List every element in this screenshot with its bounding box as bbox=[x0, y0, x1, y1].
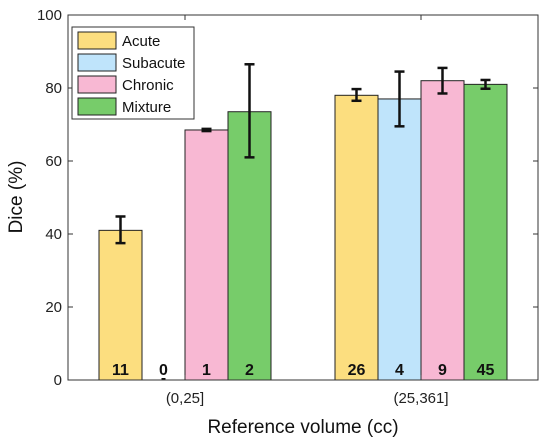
count-label-chronic-0: 1 bbox=[202, 362, 211, 379]
legend: Acute Subacute Chronic Mixture bbox=[71, 26, 195, 120]
y-tick-label-20: 20 bbox=[45, 299, 62, 316]
bars-layer bbox=[98, 80, 508, 381]
count-label-mixture-1: 45 bbox=[477, 362, 495, 379]
error-bar-mixture-1 bbox=[480, 78, 491, 90]
legend-label-subacute: Subacute bbox=[122, 55, 185, 72]
legend-swatch-subacute bbox=[77, 53, 117, 72]
error-bars-layer bbox=[115, 63, 491, 380]
error-bar-acute-1 bbox=[351, 87, 362, 103]
count-label-subacute-1: 4 bbox=[395, 362, 404, 379]
y-tick-label-80: 80 bbox=[45, 80, 62, 97]
legend-label-chronic: Chronic bbox=[122, 77, 174, 94]
x-ticks-layer: (0,25] (25,361] bbox=[166, 15, 449, 407]
count-label-acute-0: 11 bbox=[112, 362, 129, 379]
y-axis-label: Dice (%) bbox=[6, 161, 27, 234]
y-tick-label-60: 60 bbox=[45, 153, 62, 170]
error-bar-chronic-0 bbox=[201, 127, 212, 133]
error-bar-acute-0 bbox=[115, 215, 126, 245]
legend-swatch-chronic bbox=[77, 75, 117, 94]
bar-subacute-1 bbox=[377, 98, 422, 381]
count-label-acute-1: 26 bbox=[348, 362, 366, 379]
count-label-subacute-0: 0 bbox=[159, 362, 168, 379]
y-tick-label-40: 40 bbox=[45, 226, 62, 243]
y-tick-label-100: 100 bbox=[37, 7, 62, 24]
x-tick-label-1: (25,361] bbox=[393, 390, 448, 407]
bar-chronic-1 bbox=[420, 80, 465, 381]
y-tick-label-0: 0 bbox=[54, 372, 62, 389]
legend-label-mixture: Mixture bbox=[122, 99, 171, 116]
bar-acute-1 bbox=[334, 94, 379, 381]
count-label-mixture-0: 2 bbox=[245, 362, 254, 379]
legend-swatch-mixture bbox=[77, 97, 117, 116]
count-labels-layer: 11 26 0 4 1 9 2 45 bbox=[112, 362, 494, 379]
x-tick-label-0: (0,25] bbox=[166, 390, 204, 407]
bar-acute-0 bbox=[98, 229, 143, 381]
plot-frame bbox=[67, 14, 539, 381]
legend-swatch-acute bbox=[77, 31, 117, 50]
count-label-chronic-1: 9 bbox=[438, 362, 447, 379]
bar-mixture-1 bbox=[463, 83, 508, 381]
bar-chronic-0 bbox=[184, 129, 229, 381]
legend-label-acute: Acute bbox=[122, 33, 160, 50]
error-bar-mixture-0 bbox=[244, 63, 255, 159]
x-axis-label: Reference volume (cc) bbox=[207, 417, 398, 438]
axes-layer bbox=[67, 14, 539, 381]
error-bar-chronic-1 bbox=[437, 66, 448, 95]
error-bar-subacute-1 bbox=[394, 70, 405, 128]
